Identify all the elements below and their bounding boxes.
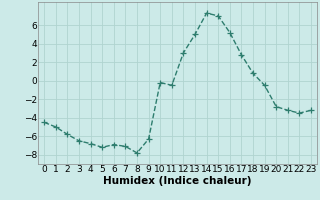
X-axis label: Humidex (Indice chaleur): Humidex (Indice chaleur) xyxy=(103,176,252,186)
